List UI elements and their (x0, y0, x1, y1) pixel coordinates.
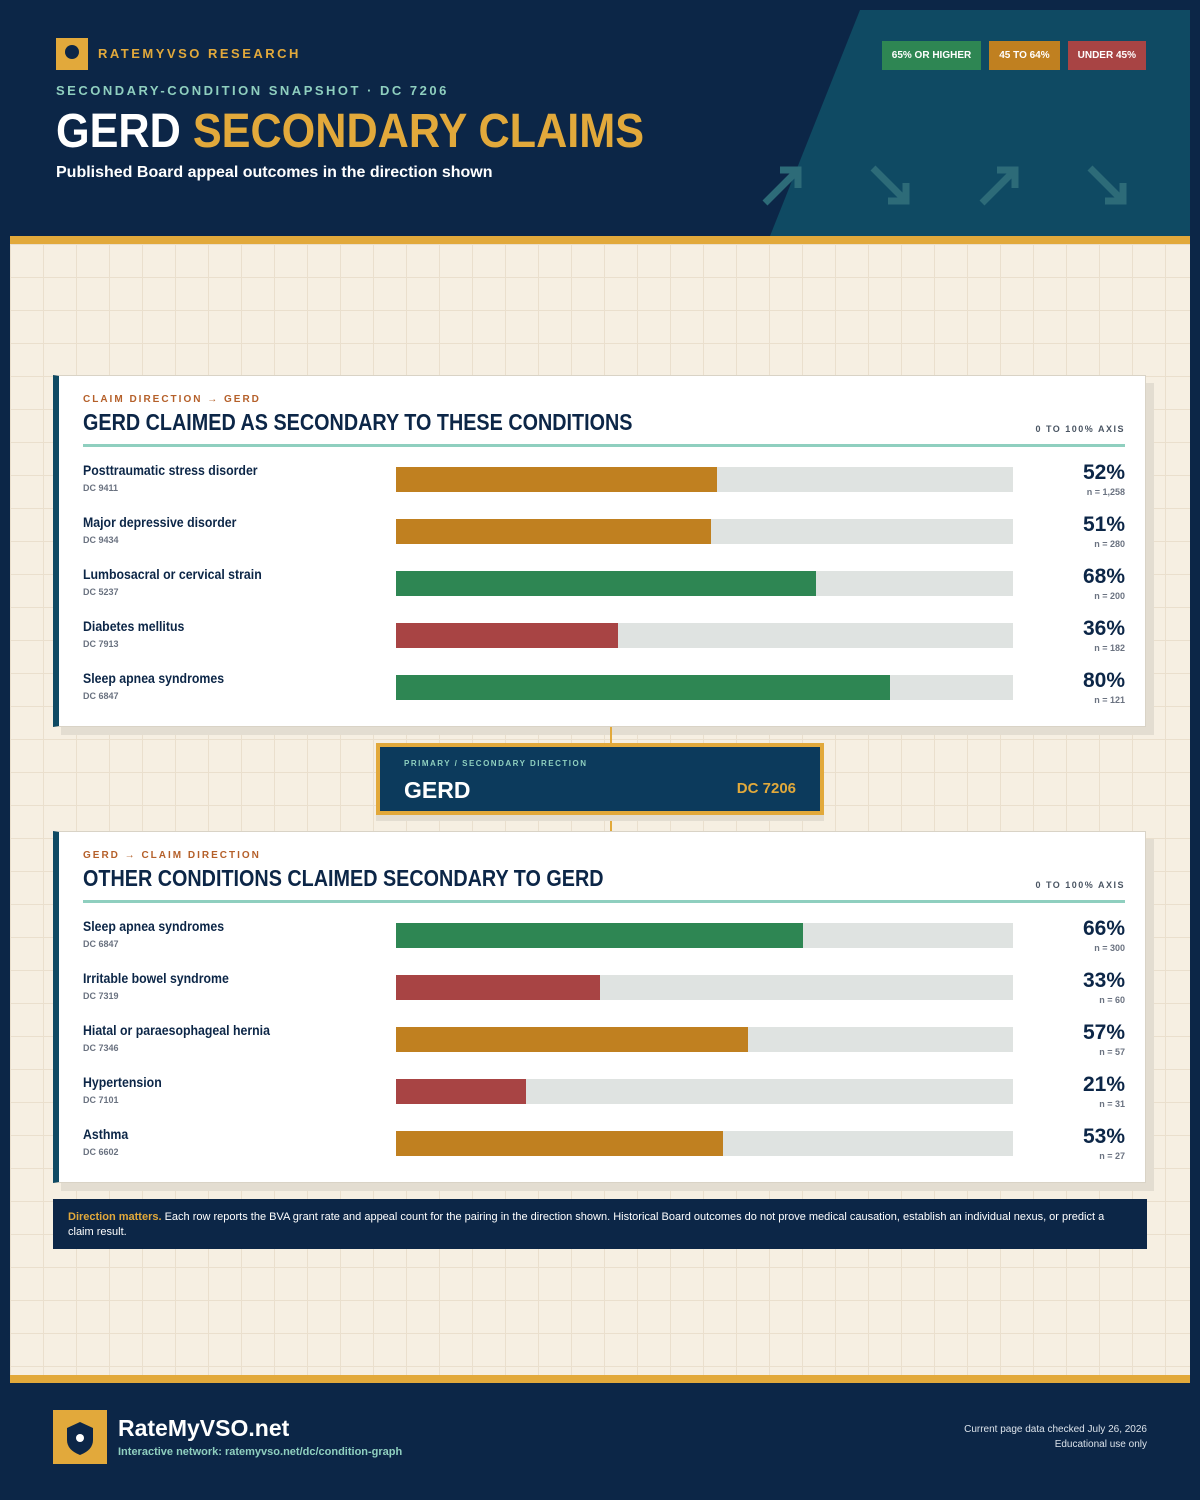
kicker: SECONDARY-CONDITION SNAPSHOT · DC 7206 (56, 83, 449, 98)
subtitle: Published Board appeal outcomes in the d… (56, 164, 493, 181)
category-code: DC 6602 (83, 1147, 119, 1157)
note: Direction matters. Each row reports the … (53, 1199, 1147, 1249)
bar (396, 1079, 526, 1104)
bar-track (396, 1079, 1013, 1104)
count-label: n = 57 (1099, 1047, 1125, 1057)
note-text: Each row reports the BVA grant rate and … (68, 1211, 1105, 1238)
category-label: Diabetes mellitus (83, 618, 185, 634)
category-code: DC 7101 (83, 1095, 119, 1105)
category-code: DC 7346 (83, 1043, 119, 1053)
value-label: 52% (1082, 461, 1125, 484)
bar (396, 923, 804, 948)
divider (83, 900, 1125, 903)
chart-title: GERD CLAIMED AS SECONDARY TO THESE CONDI… (83, 409, 633, 435)
category-code: DC 7319 (83, 991, 119, 1001)
bar (396, 1027, 748, 1052)
count-label: n = 121 (1094, 695, 1125, 705)
footer-logo (53, 1410, 107, 1464)
category-label: Hypertension (83, 1074, 162, 1090)
bar (396, 519, 711, 544)
divider (83, 444, 1125, 447)
axis-note: 0 TO 100% AXIS (1035, 424, 1125, 434)
bar (396, 975, 600, 1000)
category-code: DC 6847 (83, 939, 119, 949)
chart-subtitle: CLAIM DIRECTION → GERD (83, 394, 261, 405)
category-label: Sleep apnea syndromes (83, 670, 225, 686)
category-label: Lumbosacral or cervical strain (83, 566, 262, 582)
chart-panel: CLAIM DIRECTION → GERD GERD CLAIMED AS SE… (53, 375, 1146, 727)
category-label: Major depressive disorder (83, 514, 237, 530)
bar-track (396, 623, 1013, 648)
center-code: DC 7206 (736, 780, 796, 797)
bar-track (396, 571, 1013, 596)
count-label: n = 182 (1094, 643, 1125, 653)
brand: RATEMYVSO RESEARCH (98, 46, 301, 61)
legend-item: 45 TO 64% (989, 41, 1060, 70)
title-main: GERD (56, 105, 181, 158)
footer-site: RateMyVSO.net (118, 1415, 290, 1441)
footer-link: Interactive network: ratemyvso.net/dc/co… (118, 1446, 403, 1458)
legend-item: UNDER 45% (1067, 41, 1146, 70)
bar-track (396, 519, 1013, 544)
center-node: PRIMARY / SECONDARY DIRECTION GERD DC 72… (376, 743, 824, 815)
value-label: 57% (1082, 1021, 1125, 1044)
category-label: Hiatal or paraesophageal hernia (83, 1022, 270, 1038)
bar-track (396, 467, 1013, 492)
bar-track (396, 1027, 1013, 1052)
footer-use: Educational use only (1054, 1439, 1147, 1450)
bar-track (396, 675, 1013, 700)
count-label: n = 280 (1094, 539, 1125, 549)
note-lead: Direction matters. (68, 1211, 162, 1223)
count-label: n = 300 (1094, 943, 1125, 953)
category-label: Posttraumatic stress disorder (83, 462, 258, 478)
chart-panel: GERD → CLAIM DIRECTION OTHER CONDITIONS C… (53, 831, 1146, 1183)
bar (396, 623, 619, 648)
center-kicker: PRIMARY / SECONDARY DIRECTION (404, 759, 588, 768)
value-label: 68% (1082, 565, 1125, 588)
category-code: DC 7913 (83, 639, 119, 649)
value-label: 80% (1082, 669, 1125, 692)
bar (396, 1131, 723, 1156)
chart-title: OTHER CONDITIONS CLAIMED SECONDARY TO GE… (83, 865, 604, 891)
value-label: 21% (1082, 1073, 1125, 1096)
bar-track (396, 975, 1013, 1000)
value-label: 51% (1082, 513, 1125, 536)
count-label: n = 31 (1099, 1099, 1125, 1109)
category-code: DC 6847 (83, 691, 119, 701)
bar (396, 571, 816, 596)
legend: 65% OR HIGHER 45 TO 64% UNDER 45% (881, 41, 1146, 70)
category-label: Sleep apnea syndromes (83, 918, 225, 934)
stripe (10, 1375, 1190, 1383)
bar (396, 675, 890, 700)
count-label: n = 200 (1094, 591, 1125, 601)
category-label: Asthma (83, 1126, 129, 1142)
category-label: Irritable bowel syndrome (83, 970, 229, 986)
value-label: 66% (1082, 917, 1125, 940)
count-label: n = 1,258 (1086, 487, 1125, 497)
value-label: 33% (1082, 969, 1125, 992)
title-accent: SECONDARY CLAIMS (192, 105, 645, 158)
value-label: 53% (1082, 1125, 1125, 1148)
stripe (10, 236, 1190, 244)
bar-track (396, 923, 1013, 948)
category-code: DC 9411 (83, 483, 119, 493)
value-label: 36% (1082, 617, 1125, 640)
category-code: DC 9434 (83, 535, 119, 545)
category-code: DC 5237 (83, 587, 119, 597)
legend-item: 65% OR HIGHER (881, 41, 982, 70)
chart-subtitle: GERD → CLAIM DIRECTION (83, 850, 261, 861)
center-name: GERD (404, 777, 471, 803)
bar (396, 467, 717, 492)
count-label: n = 60 (1099, 995, 1125, 1005)
title: GERD SECONDARY CLAIMS (56, 104, 644, 159)
footer-checked: Current page data checked July 26, 2026 (964, 1424, 1147, 1435)
axis-note: 0 TO 100% AXIS (1035, 880, 1125, 890)
count-label: n = 27 (1099, 1151, 1125, 1161)
bar-track (396, 1131, 1013, 1156)
